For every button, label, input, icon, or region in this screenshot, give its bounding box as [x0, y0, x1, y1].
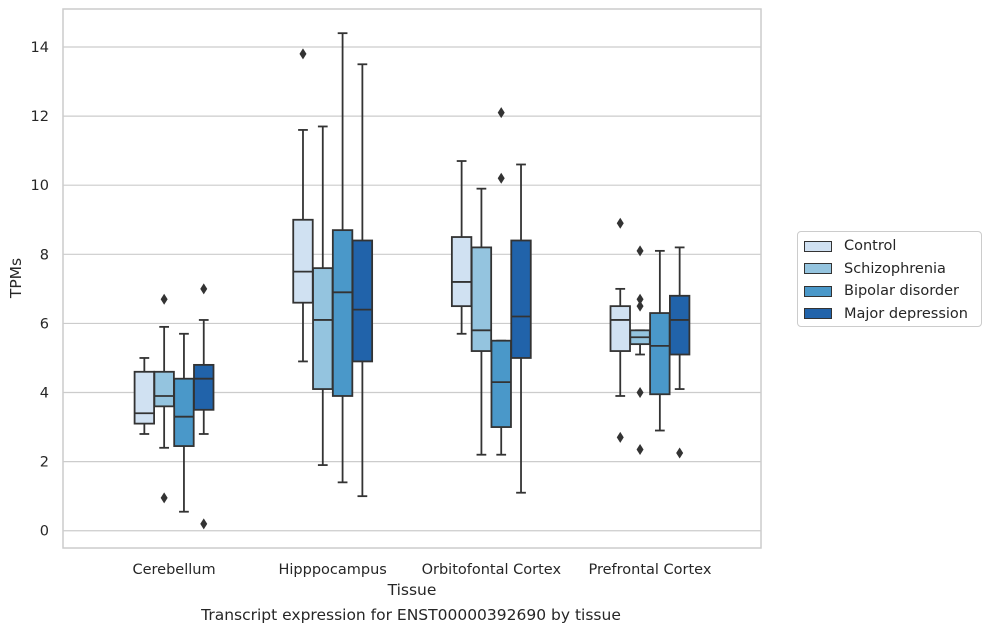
box-schizophrenia	[629, 245, 651, 456]
iqr-box	[133, 370, 155, 425]
y-tick-label: 10	[31, 178, 49, 194]
x-tick-label: Cerebellum	[132, 562, 215, 578]
outlier-point	[616, 217, 624, 229]
outlier-point	[497, 107, 505, 119]
y-axis-label: TPMs	[7, 258, 25, 299]
outlier-point	[636, 387, 644, 399]
outlier-point	[676, 447, 684, 459]
iqr-box	[312, 267, 334, 390]
box-control	[609, 217, 631, 443]
box-bipolar-disorder	[649, 249, 671, 432]
legend: Control Schizophrenia Bipolar disorder Majo…	[797, 231, 982, 327]
outlier-point	[636, 293, 644, 305]
iqr-box	[153, 370, 175, 408]
outlier-point	[636, 444, 644, 456]
legend-swatch	[804, 240, 832, 252]
y-tick-label: 2	[40, 455, 49, 471]
iqr-box	[470, 246, 493, 352]
iqr-box	[510, 239, 532, 359]
x-axis-ticks: Cerebellum Hipppocampus Orbitofontal Corte…	[132, 562, 711, 578]
box-bipolar-disorder	[490, 107, 512, 456]
x-tick-label: Orbitofontal Cortex	[422, 562, 562, 578]
box-schizophrenia	[153, 293, 175, 504]
iqr-box	[669, 294, 691, 356]
box-major-depression	[351, 63, 374, 498]
legend-item: Bipolar disorder	[804, 280, 981, 303]
box-major-depression	[510, 163, 532, 494]
legend-item: Schizophrenia	[804, 258, 981, 281]
box-schizophrenia	[312, 125, 334, 466]
box-control	[292, 48, 314, 363]
y-tick-label: 4	[40, 386, 49, 402]
iqr-box	[331, 229, 354, 397]
plot-frame	[62, 8, 762, 549]
box-major-depression	[193, 283, 215, 530]
iqr-box	[490, 339, 512, 428]
iqr-box	[649, 312, 671, 396]
legend-item: Major depression	[804, 303, 981, 326]
outlier-point	[160, 492, 168, 504]
legend-label: Control	[844, 238, 897, 255]
legend-label: Bipolar disorder	[844, 283, 959, 300]
outlier-point	[497, 172, 505, 184]
outlier-point	[616, 431, 624, 443]
iqr-box	[351, 239, 374, 363]
box-control	[133, 357, 155, 435]
legend-item: Control	[804, 235, 981, 258]
legend-swatch	[804, 285, 832, 297]
y-tick-label: 6	[40, 316, 49, 332]
box-bipolar-disorder	[173, 332, 195, 513]
box-control	[450, 160, 473, 335]
box-bipolar-disorder	[331, 32, 354, 484]
iqr-box	[450, 236, 473, 308]
grid-lines	[63, 46, 761, 532]
legend-swatch	[804, 308, 832, 320]
y-tick-label: 14	[31, 40, 49, 56]
legend-label: Schizophrenia	[844, 260, 946, 277]
x-tick-label: Hipppocampus	[279, 562, 387, 578]
x-tick-label: Prefrontal Cortex	[588, 562, 711, 578]
y-tick-label: 12	[31, 109, 49, 125]
iqr-box	[609, 305, 631, 352]
iqr-box	[193, 363, 215, 411]
outlier-point	[636, 300, 644, 312]
figure-caption: Transcript expression for ENST0000039269…	[201, 606, 621, 624]
outlier-point	[200, 518, 208, 530]
outlier-point	[299, 48, 307, 60]
iqr-box	[173, 377, 195, 447]
outlier-point	[636, 245, 644, 257]
box-major-depression	[669, 246, 691, 459]
box-plots	[133, 32, 691, 530]
x-axis-label: Tissue	[387, 581, 437, 599]
legend-swatch	[804, 263, 832, 275]
legend-label: Major depression	[844, 305, 968, 322]
y-tick-label: 8	[40, 247, 49, 263]
box-schizophrenia	[470, 187, 493, 456]
outlier-point	[160, 293, 168, 305]
outlier-point	[200, 283, 208, 295]
y-tick-label: 0	[40, 524, 49, 540]
y-axis-ticks: 0 2 4 6 8 10 12 14	[31, 40, 49, 540]
iqr-box	[292, 218, 314, 304]
